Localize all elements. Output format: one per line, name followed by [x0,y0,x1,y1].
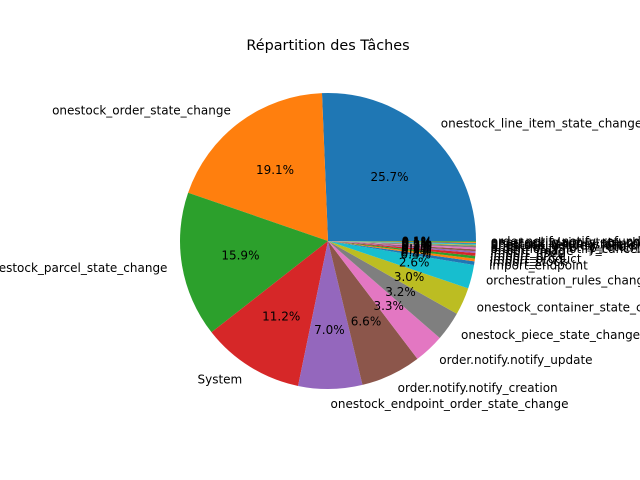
slice-percent-19: 0.1% [402,236,433,250]
slice-label-20: order.notify.notify_shipment [491,237,640,251]
slice-percent-18: 0.1% [402,237,433,251]
pie-slice-16 [328,241,476,250]
slice-percent-16: 0.2% [401,238,432,252]
slice-percent-11: 0.3% [401,245,432,259]
slice-label-9: orchestration_rules_change [486,273,640,287]
slice-percent-0: 25.7% [370,170,408,184]
pie-slice-11 [328,241,475,262]
slice-percent-17: 0.2% [401,237,432,251]
pie-slice-0 [321,92,476,241]
slice-percent-4: 7.0% [314,323,345,337]
slice-label-3: System [197,372,242,386]
pie-slice-17 [328,241,476,248]
pie-slice-4 [298,241,363,390]
slice-label-19: onestock_return_state_change [491,238,640,252]
slice-label-16: order.notify.notify_cancel [491,242,640,256]
pie-slice-10 [328,241,475,266]
slice-label-1: onestock_order_state_change [52,103,231,117]
slice-label-6: order.notify.notify_update [439,353,592,367]
slice-percent-22: 0.1% [402,234,433,248]
pie-slice-13 [328,241,476,256]
pie-slices [180,92,477,390]
slice-percent-12: 0.3% [401,244,432,258]
slice-percent-14: 0.2% [401,241,432,255]
slice-percent-6: 3.3% [373,299,404,313]
pie-slice-22 [328,241,477,242]
chart-title: Répartition des Tâches [246,38,409,54]
pie-labels: onestock_line_item_state_change onestock_… [0,103,640,410]
pie-slice-19 [328,241,476,245]
slice-label-17: order.notify.notify_return [491,240,639,254]
slice-percent-15: 0.2% [401,240,432,254]
slice-percent-1: 19.1% [256,163,294,177]
slice-label-0: onestock_line_item_state_change [441,117,640,131]
pie-slice-15 [328,241,476,252]
pie-percentages: 25.7% 19.1% 15.9% 11.2% 7.0% 6.6%3.3%3.2%3.0%… [221,163,432,337]
pie-slice-5 [328,241,418,385]
pie-slice-18 [328,241,476,246]
slice-label-18: onestock_delivery_state_change [491,239,640,253]
slice-label-12: import_product [490,252,582,266]
pie-slice-12 [328,241,476,259]
pie-slice-9 [328,241,475,289]
slice-label-10: import_endpoint [489,258,588,272]
slice-percent-5: 6.6% [351,314,382,328]
pie-slice-2 [180,192,328,333]
pie-slice-6 [328,241,440,359]
pie-slice-7 [328,241,457,339]
slice-label-22: order.notify.notify_refund [491,235,640,249]
slice-label-15: import_image [490,244,573,258]
slice-percent-3: 11.2% [262,309,300,323]
pie-slice-1 [188,93,328,242]
slice-label-5: order.notify.notify_creation [398,381,558,395]
slice-percent-13: 0.3% [401,242,432,256]
slice-label-13: import_price [490,249,566,263]
slice-label-7: onestock_piece_state_change [461,328,640,342]
slice-percent-8: 3.0% [394,270,425,284]
pie-slice-20 [328,241,476,244]
slice-label-2: onestock_parcel_state_change [0,261,167,275]
pie-slice-14 [328,241,476,254]
slice-label-4: onestock_endpoint_order_state_change [331,397,569,411]
pie-slice-8 [328,241,469,314]
slice-percent-10: 0.4% [401,247,432,261]
slice-label-8: onestock_container_state_change [477,300,640,314]
slice-percent-20: 0.1% [402,235,433,249]
pie-slice-3 [211,241,328,386]
slice-percent-2: 15.9% [221,249,259,263]
slice-percent-7: 3.2% [385,285,416,299]
pie-slice-21 [328,241,476,243]
slice-percent-9: 2.6% [399,256,430,270]
slice-label-11: import_stock [489,255,567,269]
slice-label-14: import_user [490,246,562,260]
slice-percent-21: 0.1% [402,235,433,249]
slice-label-21: onestock_claim_state_change [491,236,640,250]
